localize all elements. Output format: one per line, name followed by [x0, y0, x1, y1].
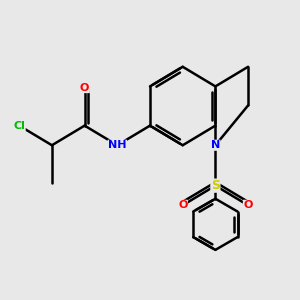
Text: NH: NH [108, 140, 127, 150]
Text: O: O [178, 200, 188, 210]
Text: O: O [80, 82, 89, 93]
Text: S: S [211, 179, 220, 192]
Text: N: N [211, 140, 220, 150]
Text: O: O [243, 200, 253, 210]
Text: Cl: Cl [13, 121, 25, 130]
